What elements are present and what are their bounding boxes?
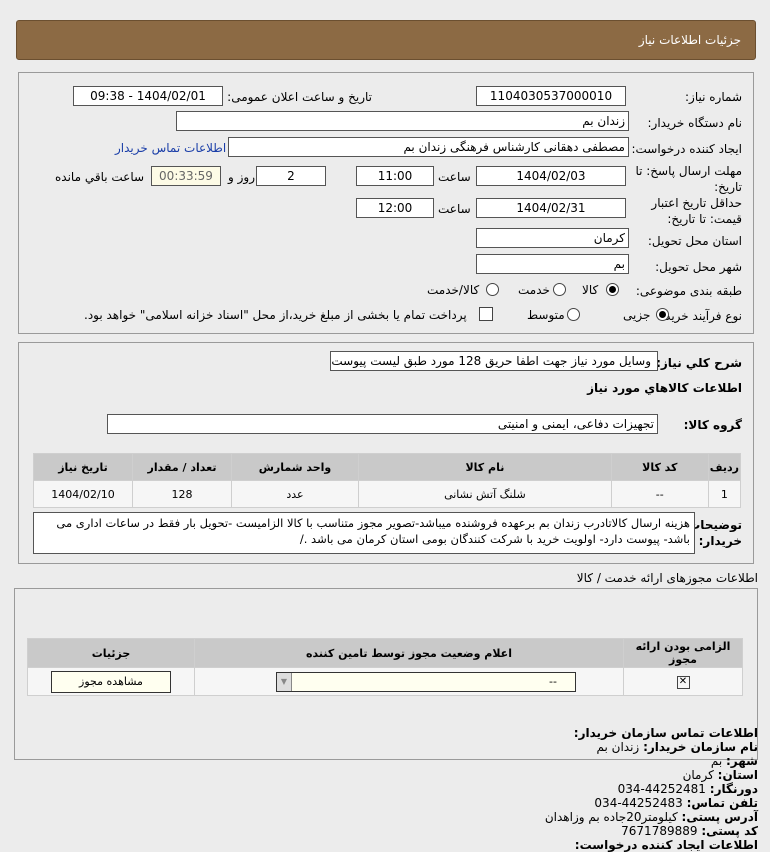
category-radio-both[interactable]: [486, 283, 499, 296]
group-label: گروه کالا:: [683, 418, 742, 432]
cell-qty: 128: [132, 480, 232, 508]
permit-status-select[interactable]: -- ▼: [276, 671, 576, 692]
col-status: اعلام وضعیت مجوز توسط تامین کننده: [194, 638, 624, 668]
goods-table: ردیف کد کالا نام کالا واحد شمارش تعداد /…: [33, 453, 742, 508]
remaining-time-field: 00:33:59: [151, 166, 221, 186]
process-radio-medium[interactable]: [567, 308, 580, 321]
remaining-label: ساعت باقي مانده: [55, 170, 145, 184]
process-option-minor: جزیی: [623, 308, 651, 322]
buyer-contact-link[interactable]: اطلاعات تماس خریدار: [115, 141, 227, 155]
validity-date-field: 1404/02/31: [476, 198, 626, 218]
org-value: زندان بم: [596, 740, 640, 754]
announce-field: 1404/02/01 - 09:38: [73, 86, 223, 106]
city-label: شهر محل تحویل:: [655, 260, 742, 274]
city-label: شهر:: [726, 754, 758, 768]
table-header-row: ردیف کد کالا نام کالا واحد شمارش تعداد /…: [33, 453, 742, 481]
payment-note: پرداخت تمام یا بخشی از مبلغ خرید،از محل …: [84, 308, 467, 322]
province-label: استان محل تحویل:: [647, 234, 742, 248]
notes-label: توضیحات خریدار:: [688, 518, 742, 548]
permits-heading: اطلاعات مجوزهای ارائه خدمت / کالا: [576, 571, 758, 585]
group-field: تجهیزات دفاعی، ایمنی و امنیتی: [107, 414, 658, 434]
validity-time-field: 12:00: [356, 198, 434, 218]
view-permit-button[interactable]: مشاهده مجوز: [51, 670, 171, 693]
col-row: ردیف: [707, 453, 742, 481]
postal-value: 7671789889: [621, 824, 698, 838]
cell-unit: عدد: [231, 480, 359, 508]
col-details: جزئیات: [27, 638, 195, 668]
process-label: نوع فرآیند خرید :: [657, 309, 742, 323]
deadline-date-field: 1404/02/03: [476, 166, 626, 186]
days-label: روز و: [228, 170, 255, 184]
creator-heading: اطلاعات ایجاد کننده درخواست:: [574, 838, 758, 852]
phone-label: تلفن تماس:: [686, 796, 758, 810]
need-number-label: شماره نیاز:: [685, 90, 742, 104]
address-label: آدرس پستی:: [681, 810, 758, 824]
address-value: کیلومتر20جاده بم وزاهدان: [544, 810, 678, 824]
cell-date: 1404/02/10: [33, 480, 133, 508]
city-field: بم: [476, 254, 629, 274]
days-field: 2: [256, 166, 326, 186]
treasury-payment-checkbox[interactable]: [479, 307, 493, 321]
category-radio-service[interactable]: [553, 283, 566, 296]
phone-value: 034-44252483: [594, 796, 683, 810]
validity-label: حداقل تاریخ اعتبار قیمت: تا تاریخ:: [651, 196, 742, 226]
permit-status-value: --: [549, 674, 557, 688]
creator-field: مصطفی دهقانی کارشناس فرهنگی زندان بم: [228, 137, 629, 157]
table-row: 1 -- شلنگ آتش نشانی عدد 128 1404/02/10: [33, 480, 742, 508]
process-radio-minor[interactable]: [656, 308, 669, 321]
col-required: الزامی بودن ارائه مجوز: [623, 638, 743, 668]
fax-label: دورنگار:: [709, 782, 758, 796]
permits-table: الزامی بودن ارائه مجوز اعلام وضعیت مجوز …: [27, 638, 743, 696]
org-label: نام سازمان خریدار:: [643, 740, 758, 754]
chevron-down-icon: ▼: [277, 672, 292, 691]
buyer-org-field: زندان بم: [176, 111, 629, 131]
need-number-field: 1104030537000010: [476, 86, 626, 106]
city-value: بم: [710, 754, 723, 768]
fax-value: 034-44252481: [617, 782, 706, 796]
col-unit: واحد شمارش: [231, 453, 359, 481]
postal-label: کد پستی:: [701, 824, 758, 838]
province-field: کرمان: [476, 228, 629, 248]
announce-label: تاریخ و ساعت اعلان عمومی:: [227, 90, 372, 104]
category-option-service: خدمت: [518, 283, 550, 297]
category-option-both: کالا/خدمت: [427, 283, 480, 297]
summary-field: وسایل مورد نیاز جهت اطفا حریق 128 مورد ط…: [330, 351, 658, 371]
col-code: کد کالا: [610, 453, 709, 481]
creator-label: ایجاد کننده درخواست:: [631, 142, 742, 156]
col-name: نام کالا: [358, 453, 612, 481]
page-title: جزئيات اطلاعات نیاز: [638, 33, 741, 47]
validity-time-label: ساعت: [438, 202, 471, 216]
required-checkbox-icon: ✕: [676, 676, 690, 689]
cell-code: --: [610, 480, 709, 508]
page-header: جزئيات اطلاعات نیاز: [16, 20, 756, 60]
status-cell: -- ▼: [194, 667, 624, 696]
summary-label: شرح کلي نياز:: [656, 356, 742, 370]
deadline-time-field: 11:00: [356, 166, 434, 186]
notes-field: هزینه ارسال کالاتادرب زندان بم برعهده فر…: [33, 512, 695, 554]
goods-heading: اطلاعات کالاهاي مورد نياز: [587, 381, 742, 395]
details-cell: مشاهده مجوز: [27, 667, 195, 696]
deadline-label: مهلت ارسال پاسخ: تا تاریخ:: [635, 164, 742, 194]
cell-name: شلنگ آتش نشانی: [358, 480, 612, 508]
province-label: استان:: [717, 768, 758, 782]
province-value: کرمان: [682, 768, 714, 782]
deadline-time-label: ساعت: [438, 170, 471, 184]
cell-row: 1: [707, 480, 742, 508]
contact-heading: اطلاعات تماس سازمان خریدار:: [573, 726, 758, 740]
buyer-contact-info: اطلاعات تماس سازمان خریدار: نام سازمان خ…: [545, 726, 758, 852]
process-option-medium: متوسط: [527, 308, 565, 322]
col-date: تاریخ نیاز: [33, 453, 133, 481]
required-cell: ✕: [623, 667, 743, 696]
col-qty: تعداد / مقدار: [132, 453, 232, 481]
category-option-goods: کالا: [582, 283, 599, 297]
category-radio-goods[interactable]: [606, 283, 619, 296]
buyer-org-label: نام دستگاه خریدار:: [647, 116, 743, 130]
category-label: طبقه بندی موضوعی:: [635, 284, 742, 298]
